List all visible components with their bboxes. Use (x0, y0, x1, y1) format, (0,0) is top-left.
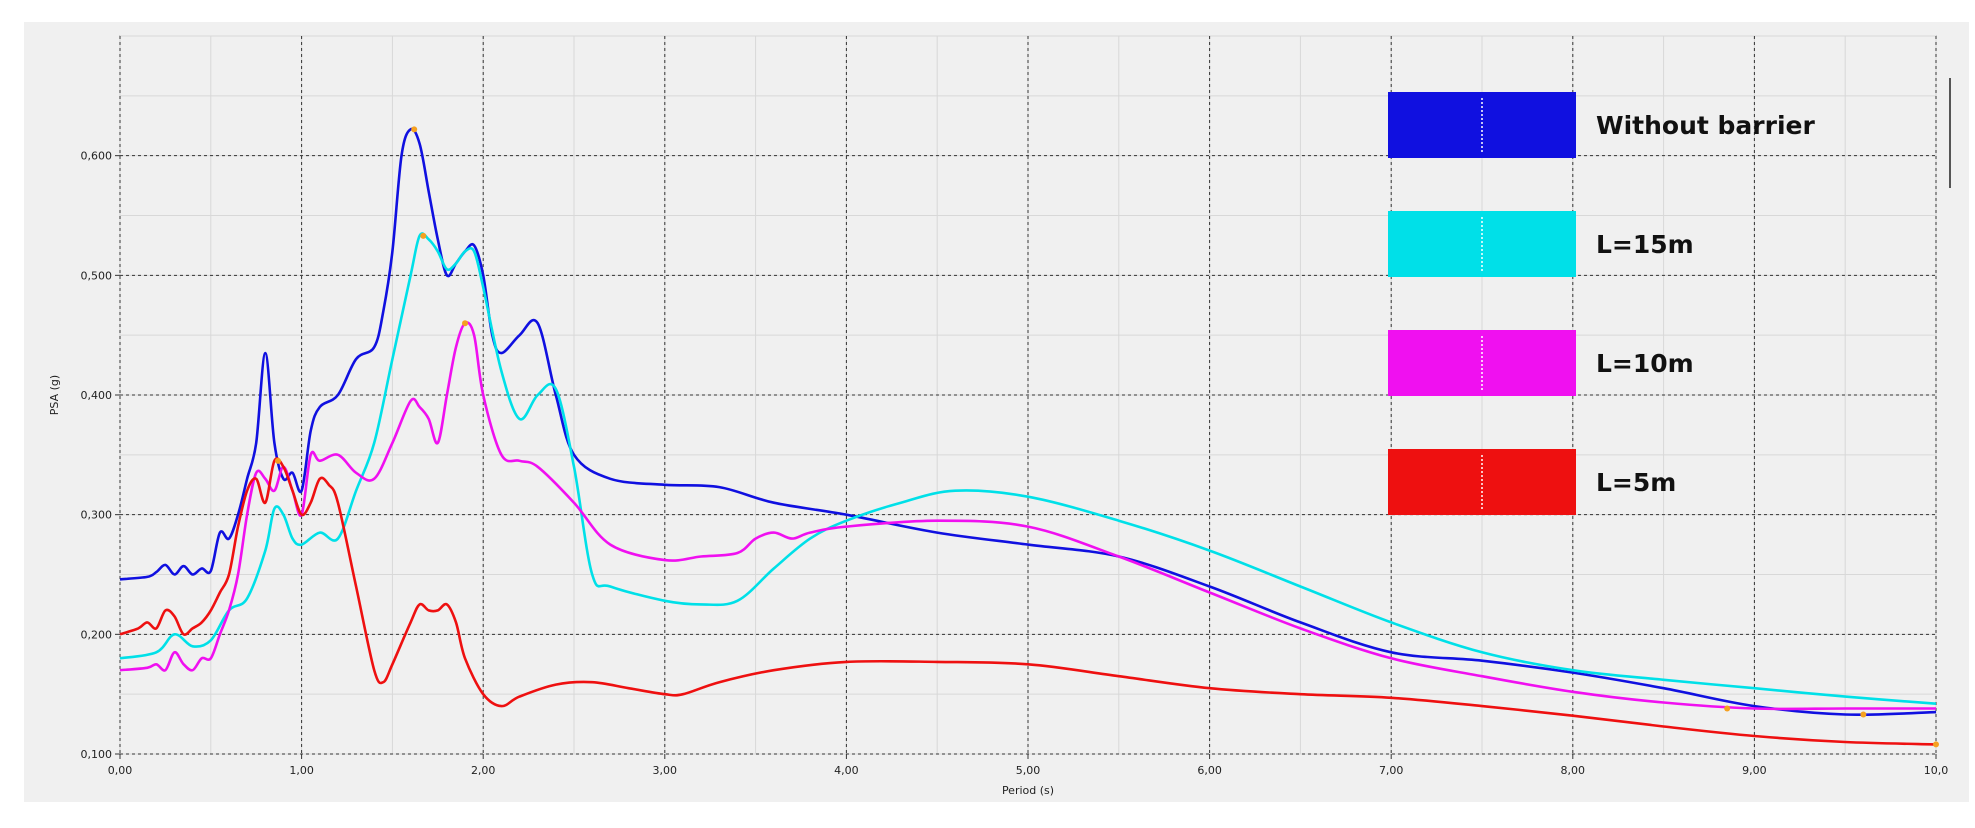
series-line-2 (119, 321, 1936, 711)
x-tick-label: 0,00 (108, 764, 133, 777)
legend-swatch-2 (1388, 330, 1576, 396)
y-tick-label: 0,400 (81, 389, 113, 402)
x-tick-label: 9,00 (1742, 764, 1767, 777)
series-line-1 (119, 232, 1937, 705)
x-tick-label: 5,00 (1016, 764, 1041, 777)
peak-marker (1724, 705, 1731, 712)
legend-label-2: L=10m (1596, 349, 1694, 378)
x-tick-label: 8,00 (1561, 764, 1586, 777)
y-axis-ticks: 0,100 0,200 0,300 0,400 0,500 0,600 (81, 150, 120, 761)
series-line-3 (119, 457, 1937, 746)
x-tick-label: 6,00 (1197, 764, 1222, 777)
peak-marker (420, 232, 427, 239)
x-tick-label: 3,00 (653, 764, 678, 777)
y-tick-label: 0,600 (81, 150, 113, 163)
x-tick-label: 1,00 (289, 764, 314, 777)
legend-swatch-3 (1388, 449, 1576, 515)
y-axis-label: PSA (g) (48, 375, 61, 415)
y-tick-label: 0,200 (81, 628, 113, 641)
peak-marker (1933, 741, 1939, 748)
series-line-0 (119, 127, 1937, 716)
peak-marker (274, 457, 281, 464)
legend: Without barrier L=15m L=10m L=5m (1388, 92, 1815, 515)
x-tick-label: 7,00 (1379, 764, 1404, 777)
peak-marker (462, 320, 469, 327)
y-tick-label: 0,100 (81, 748, 113, 761)
x-tick-label: 4,00 (834, 764, 859, 777)
legend-swatch-0 (1388, 92, 1576, 158)
x-axis-ticks: 0,00 1,00 2,00 3,00 4,00 5,00 6,00 7,00 8,00 9,00… (108, 754, 1949, 777)
legend-swatch-1 (1388, 211, 1576, 277)
legend-label-3: L=5m (1596, 468, 1676, 497)
y-tick-label: 0,300 (81, 509, 113, 522)
peak-marker (1860, 711, 1867, 718)
x-tick-label: 10,0 (1924, 764, 1949, 777)
x-tick-label: 2,00 (471, 764, 496, 777)
peak-markers (274, 126, 1939, 748)
peak-marker (411, 126, 418, 133)
series-lines (119, 127, 1937, 746)
y-tick-label: 0,500 (81, 269, 113, 282)
x-axis-label: Period (s) (1002, 784, 1054, 797)
legend-label-0: Without barrier (1596, 111, 1815, 140)
legend-label-1: L=15m (1596, 230, 1694, 259)
